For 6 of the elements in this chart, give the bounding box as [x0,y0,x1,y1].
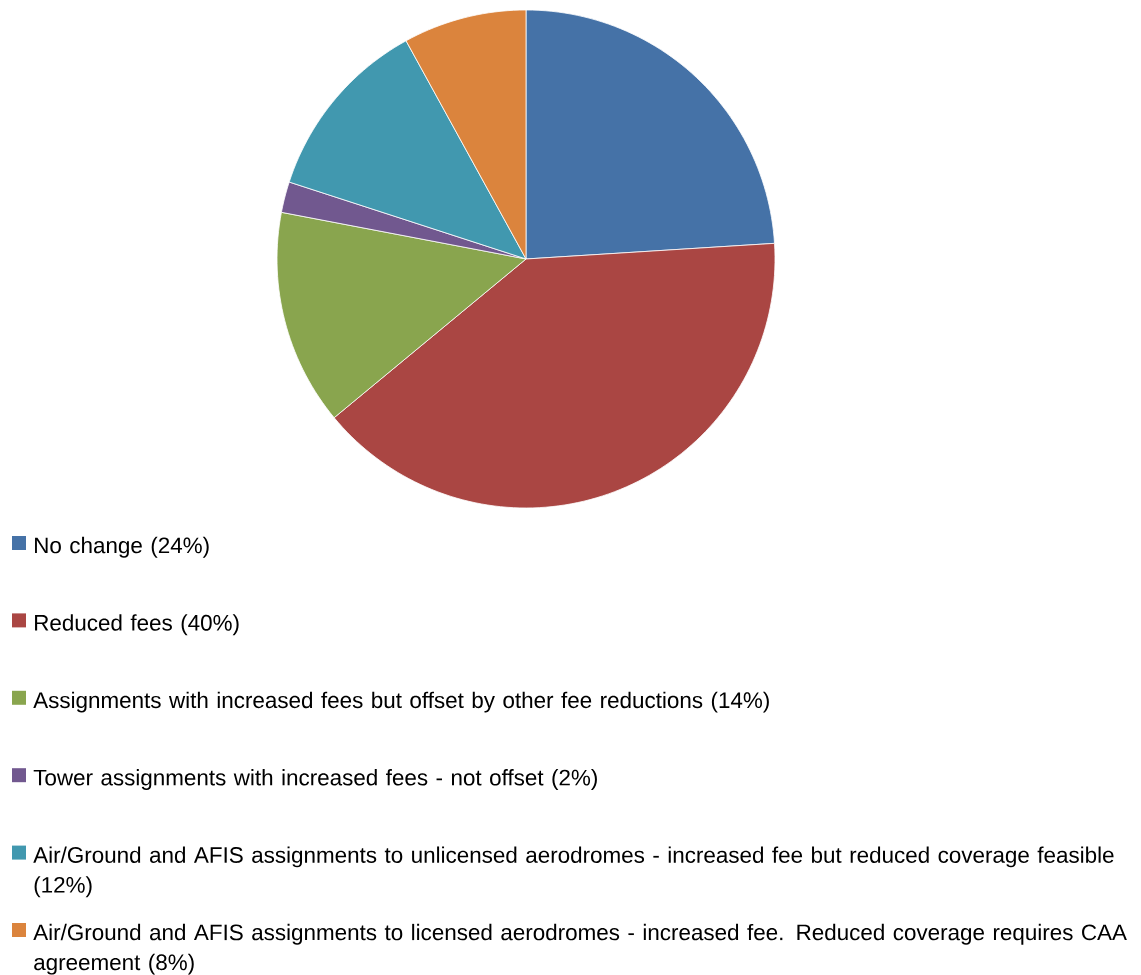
legend-label: Air/Ground and AFIS assignments to unlicensed aerodromes - increased fee but reduced coverage feasible (12%) [33,846,1114,898]
legend-label: Tower assignments with increased fees - not offset (2%) [33,769,597,791]
legend-label: Reduced fees (40%) [35,614,239,636]
legend-label: Assignments with increased fees but offset by other fee reductions (14%) [33,691,769,713]
legend-label: Air/Ground and AFIS assignments to licensed aerodromes - increased fee. Reduced coverage requires CAA agreement (8%) [33,924,1127,975]
legend-label: No change (24%) [35,537,209,558]
